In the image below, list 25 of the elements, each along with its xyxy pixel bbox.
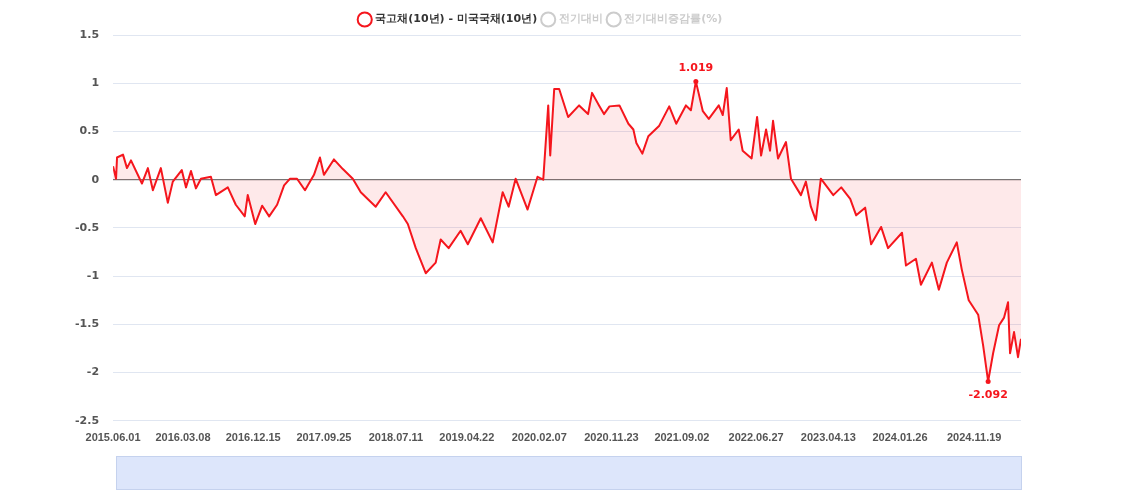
x-tick-label: 2018.07.11 [368, 431, 424, 444]
x-tick-label: 2016.03.08 [155, 431, 211, 444]
legend-label: 국고채(10년) - 미국국채(10년) [375, 12, 538, 26]
y-tick-label: 0 [91, 172, 100, 186]
y-tick-label: 1.5 [79, 27, 100, 41]
x-tick-label: 2024.11.19 [946, 431, 1002, 444]
y-tick-label: -1 [86, 268, 100, 282]
y-tick-label: -2.5 [74, 413, 100, 427]
y-tick-label: -0.5 [74, 220, 100, 234]
x-tick-label: 2024.01.26 [872, 431, 928, 444]
x-tick-label: 2019.04.22 [439, 431, 495, 444]
x-tick-label: 2023.04.13 [800, 431, 856, 444]
annotation: -2.092 [968, 387, 1008, 401]
x-tick-label: 2021.09.02 [654, 431, 710, 444]
annotation: 1.019 [678, 60, 714, 74]
y-tick-label: -1.5 [74, 317, 100, 331]
x-tick-label: 2016.12.15 [225, 431, 281, 444]
x-tick-label: 2022.06.27 [728, 431, 784, 444]
x-tick-label: 2020.11.23 [584, 431, 639, 444]
x-tick-label: 2017.09.25 [296, 431, 352, 444]
x-tick-label: 2015.06.01 [85, 431, 141, 444]
y-tick-label: -2 [86, 365, 100, 379]
y-tick-label: 0.5 [79, 124, 100, 138]
y-tick-label: 1 [91, 76, 100, 90]
x-tick-label: 2020.02.07 [511, 431, 567, 444]
